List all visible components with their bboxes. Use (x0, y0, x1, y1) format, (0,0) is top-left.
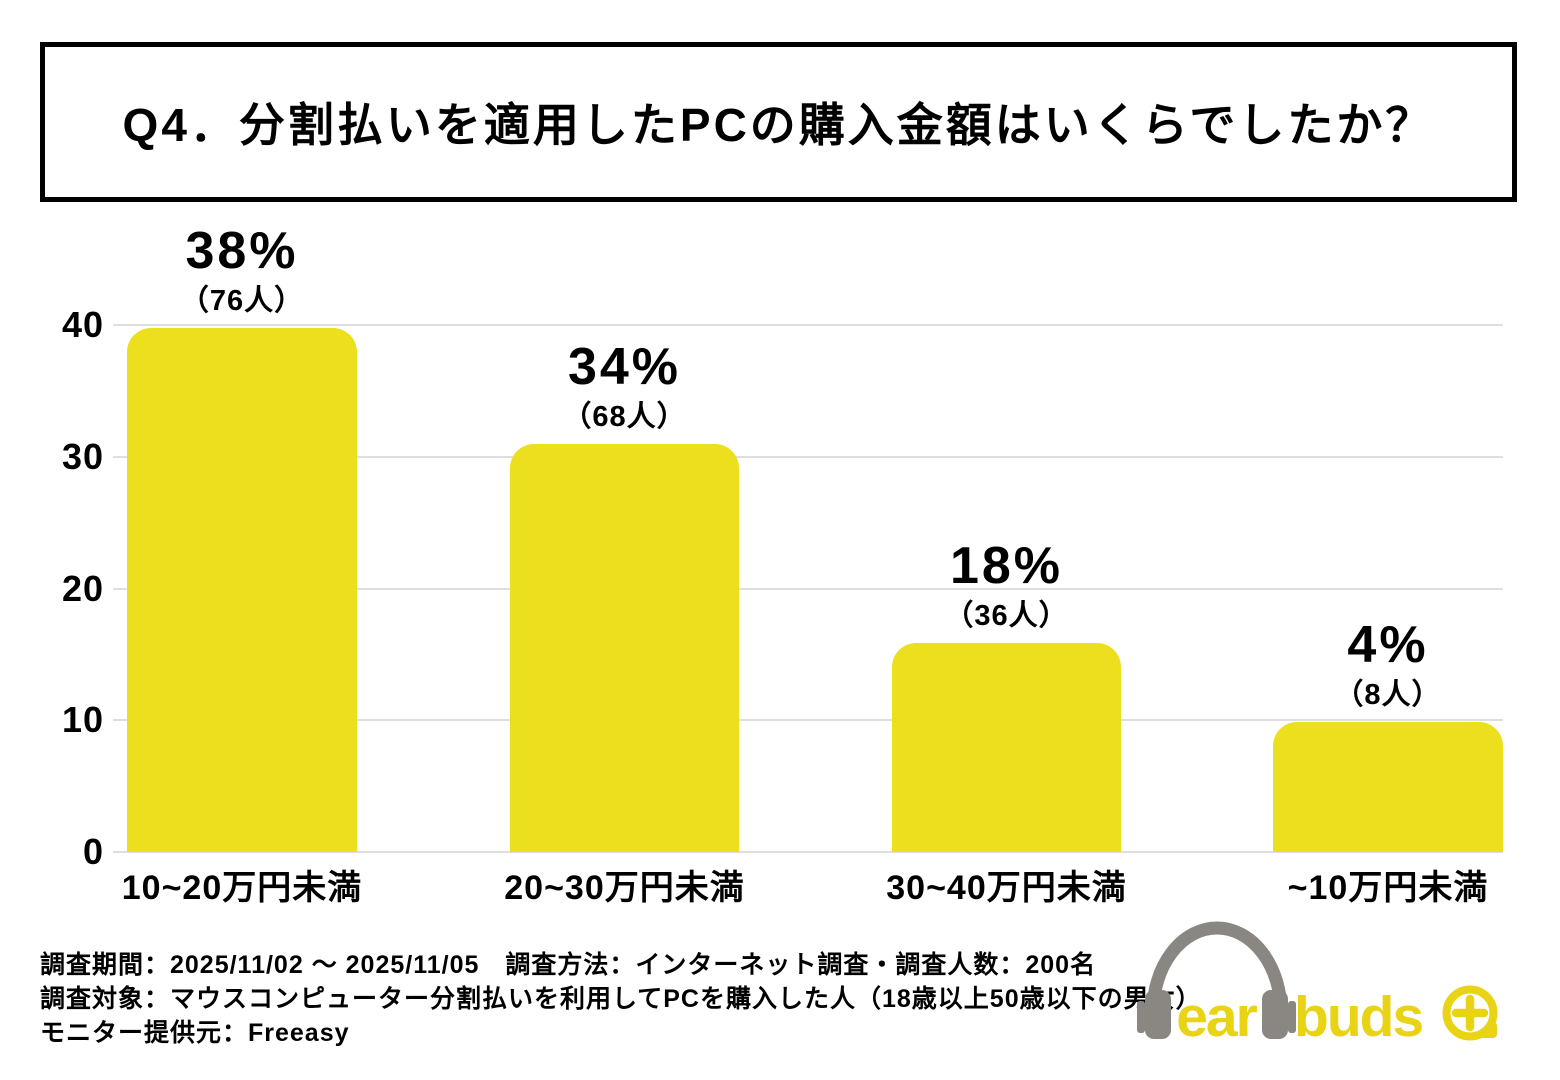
percent-value: 18% (949, 536, 1064, 595)
bar-20-30man (510, 443, 739, 852)
bar-value-label: 18% （36人） (832, 540, 1181, 631)
logo-word-ear: ear (1176, 985, 1257, 1049)
survey-target-line: 調査対象：マウスコンピューター分割払いを利用してPCを購入した人（18歳以上50… (40, 985, 1202, 1013)
percent-value: 38% (185, 221, 299, 280)
survey-provider-line: モニター提供元：Freeasy (40, 1019, 350, 1047)
respondent-count: （76人） (179, 284, 305, 317)
gridline-20 (113, 588, 1503, 590)
percent-value: 34% (567, 337, 682, 396)
plus-circle-icon (1442, 985, 1498, 1041)
respondent-count: （68人） (562, 400, 687, 433)
y-tick-0: 0 (82, 831, 104, 872)
survey-period-line: 調査期間：2025/11/02 ～ 2025/11/05 調査方法：インターネッ… (40, 951, 1097, 979)
y-tick-20: 20 (61, 568, 104, 609)
bar-under-10man (1273, 722, 1503, 852)
gridline-30 (113, 456, 1503, 458)
page-title: Q4．分割払いを適用したPCの購入金額はいくらでしたか？ (122, 99, 1435, 151)
y-tick-10: 10 (61, 699, 104, 740)
headphone-icon (1137, 921, 1296, 1039)
x-tick-20-30man: 20~30万円未満 (504, 869, 745, 907)
bar-value-label: 38% （76人） (67, 225, 417, 316)
baseline-axis (113, 851, 1503, 853)
bar-30-40man (892, 642, 1121, 852)
question-title-box: Q4．分割払いを適用したPCの購入金額はいくらでしたか？ (40, 42, 1517, 202)
logo-word-buds: buds (1294, 985, 1422, 1049)
bar-10-20man (127, 327, 357, 852)
x-tick-under-10man: ~10万円未満 (1287, 869, 1489, 907)
survey-notes: 調査期間：2025/11/02 ～ 2025/11/05 調査方法：インターネッ… (40, 948, 1202, 1050)
x-tick-10-20man: 10~20万円未満 (121, 869, 363, 907)
bar-value-label: 34% （68人） (450, 341, 799, 432)
percent-value: 4% (1347, 616, 1429, 675)
x-tick-30-40man: 30~40万円未満 (886, 869, 1127, 907)
gridline-40 (113, 324, 1503, 326)
respondent-count: （36人） (944, 599, 1069, 632)
y-tick-30: 30 (61, 436, 104, 477)
earbuds-plus-logo: ear buds (1137, 921, 1498, 1049)
respondent-count: （8人） (1334, 679, 1442, 712)
gridline-10 (113, 719, 1503, 721)
bar-value-label: 4% （8人） (1213, 619, 1560, 710)
y-tick-40: 40 (61, 304, 104, 345)
